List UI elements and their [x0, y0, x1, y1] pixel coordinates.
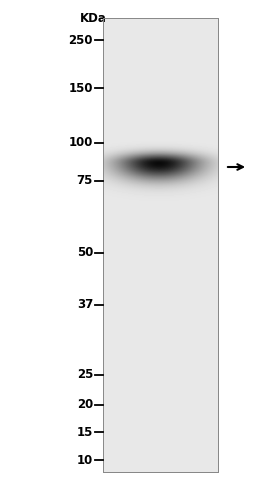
Text: 20: 20: [77, 399, 93, 411]
Text: 37: 37: [77, 299, 93, 311]
Text: 150: 150: [69, 81, 93, 95]
Bar: [103, 18, 218, 472]
Text: 75: 75: [77, 175, 93, 187]
Text: 10: 10: [77, 453, 93, 467]
Bar: [103, 18, 218, 472]
Text: 250: 250: [69, 34, 93, 46]
Text: 100: 100: [69, 137, 93, 149]
Text: 15: 15: [77, 426, 93, 439]
Text: 25: 25: [77, 368, 93, 382]
Text: 50: 50: [77, 246, 93, 260]
Text: KDa: KDa: [80, 12, 107, 25]
